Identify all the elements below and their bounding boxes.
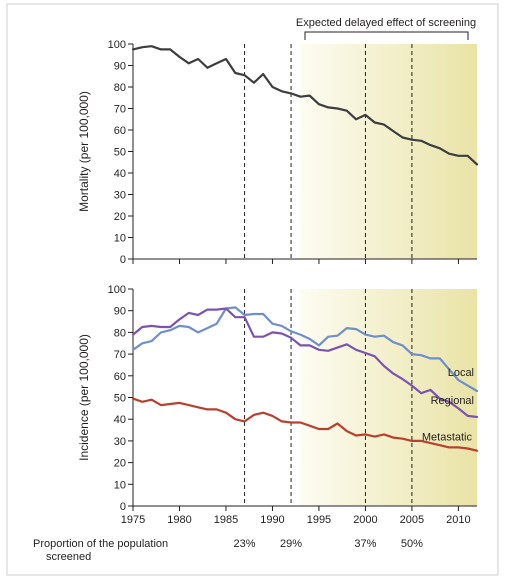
mortality-shaded-region bbox=[300, 44, 477, 259]
incidence-y-tick-label-90: 90 bbox=[114, 306, 126, 318]
mortality-panel: 0 10 20 30 40 50 60 70 80 90 100 Mortality (per 100… bbox=[77, 39, 479, 266]
local-series-label: Local bbox=[448, 367, 474, 379]
screening-proportion-label: Proportion of the population screened bbox=[33, 538, 203, 564]
proportion-1987: 23% bbox=[233, 538, 256, 550]
incidence-y-tick-label-20: 20 bbox=[114, 458, 126, 470]
mortality-y-tick-label-50: 50 bbox=[114, 147, 126, 159]
incidence-y-tick-label-40: 40 bbox=[114, 414, 126, 426]
mortality-y-tick-label-20: 20 bbox=[114, 211, 126, 223]
annotation-label: Expected delayed effect of screening bbox=[296, 17, 476, 29]
incidence-y-axis-label: Incidence (per 100,000) bbox=[77, 334, 91, 461]
screening-proportion-row: Proportion of the population screened 23… bbox=[0, 536, 505, 576]
proportion-label-line1: Proportion of the population bbox=[33, 538, 169, 550]
mortality-y-tick-label-100: 100 bbox=[108, 39, 126, 51]
incidence-x-tick-label-1990: 1990 bbox=[260, 514, 284, 526]
local-series-line bbox=[131, 306, 479, 393]
mortality-y-tick-label-60: 60 bbox=[114, 125, 126, 137]
incidence-x-tick-label-2005: 2005 bbox=[400, 514, 424, 526]
incidence-y-tick-label-0: 0 bbox=[120, 501, 126, 513]
delayed-effect-annotation: Expected delayed effect of screening bbox=[296, 17, 476, 40]
incidence-y-tick-label-80: 80 bbox=[114, 327, 126, 339]
incidence-panel: 0 10 20 30 40 50 60 70 80 90 100 1975 1980 1985 1990 19… bbox=[77, 284, 479, 526]
metastatic-series-line bbox=[131, 397, 479, 452]
mortality-y-tick-label-90: 90 bbox=[114, 61, 126, 73]
mortality-y-tick-label-70: 70 bbox=[114, 104, 126, 116]
mortality-y-tick-label-0: 0 bbox=[120, 254, 126, 266]
incidence-y-tick-label-10: 10 bbox=[114, 479, 126, 491]
incidence-y-tick-label-50: 50 bbox=[114, 393, 126, 405]
incidence-shaded-region bbox=[300, 289, 477, 506]
regional-series-label: Regional bbox=[431, 395, 474, 407]
incidence-x-tick-label-1975: 1975 bbox=[121, 514, 145, 526]
incidence-x-tick-label-2000: 2000 bbox=[353, 514, 377, 526]
mortality-y-tick-label-40: 40 bbox=[114, 168, 126, 180]
incidence-y-tick-label-100: 100 bbox=[108, 284, 126, 296]
regional-series-line bbox=[131, 307, 479, 419]
incidence-x-tick-label-1985: 1985 bbox=[214, 514, 238, 526]
incidence-y-tick-label-60: 60 bbox=[114, 371, 126, 383]
annotation-bracket bbox=[304, 31, 469, 40]
mortality-y-tick-label-10: 10 bbox=[114, 233, 126, 245]
incidence-x-tick-label-1980: 1980 bbox=[167, 514, 191, 526]
proportion-2005: 50% bbox=[400, 538, 423, 550]
mortality-y-tick-label-30: 30 bbox=[114, 190, 126, 202]
proportion-2000: 37% bbox=[354, 538, 377, 550]
mortality-series-line bbox=[131, 45, 479, 166]
incidence-x-tick-label-1995: 1995 bbox=[307, 514, 331, 526]
mortality-y-tick-label-80: 80 bbox=[114, 82, 126, 94]
incidence-y-tick-label-70: 70 bbox=[114, 349, 126, 361]
proportion-label-line2: screened bbox=[46, 551, 92, 563]
figure-border bbox=[6, 3, 499, 576]
incidence-x-tick-label-2010: 2010 bbox=[446, 514, 470, 526]
incidence-y-tick-label-30: 30 bbox=[114, 436, 126, 448]
proportion-1992: 29% bbox=[280, 538, 303, 550]
mortality-y-axis-label: Mortality (per 100,000) bbox=[77, 91, 91, 212]
metastatic-series-label: Metastatic bbox=[422, 432, 473, 444]
